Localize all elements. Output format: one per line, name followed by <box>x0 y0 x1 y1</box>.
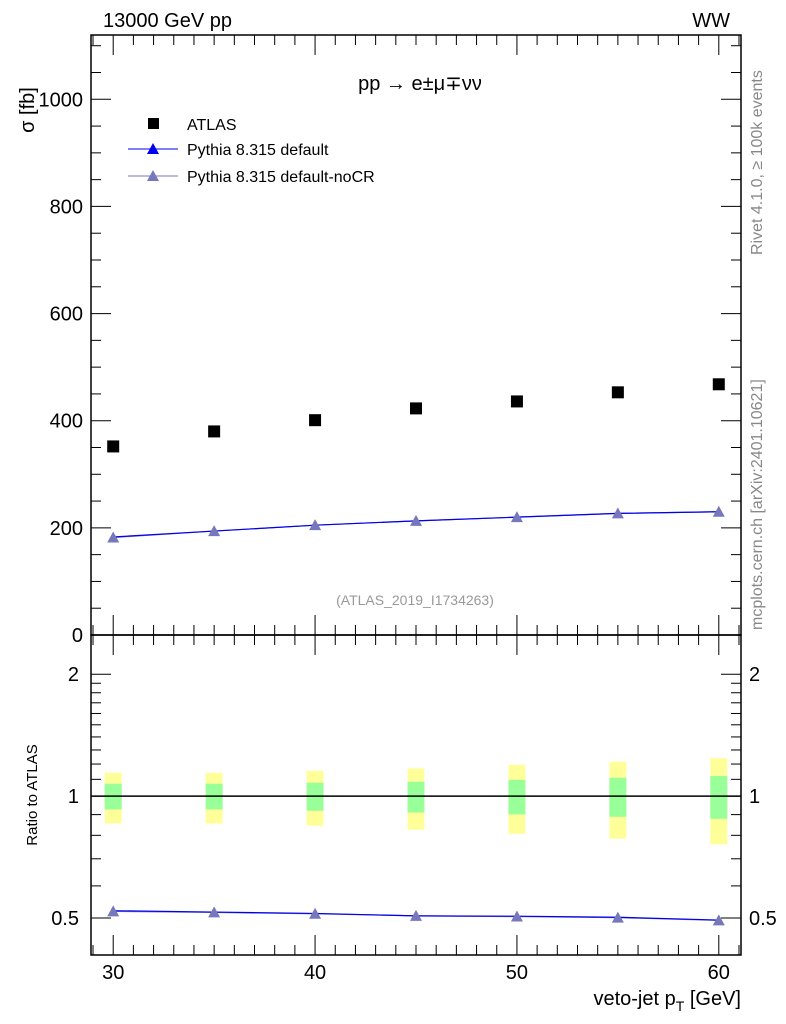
point-atlas <box>510 395 523 408</box>
band-green <box>710 775 728 819</box>
y-tick-label: 0 <box>72 625 83 647</box>
ratio-y-tick-label: 0.5 <box>51 908 79 930</box>
legend-atlas-label: ATLAS <box>187 117 237 134</box>
legend-nocr-marker <box>147 170 159 181</box>
ratio-y-tick-label-right: 2 <box>749 664 760 686</box>
main-plot: 0 200 400 600 800 1000 <box>39 34 742 647</box>
ratio-y-tick-label-right: 0.5 <box>749 908 777 930</box>
point-nocr <box>309 519 322 531</box>
legend-atlas-marker <box>148 118 159 129</box>
x-tick-label: 60 <box>708 962 730 984</box>
point-atlas <box>410 402 422 415</box>
y-tick-label: 1000 <box>39 89 84 111</box>
header-left: 13000 GeV pp <box>103 10 232 32</box>
point-nocr <box>712 505 725 517</box>
band-green <box>508 779 526 815</box>
ratio-y-tick-label: 2 <box>68 664 79 686</box>
legend-default-label: Pythia 8.315 default <box>187 142 329 159</box>
x-tick-label: 30 <box>102 962 124 984</box>
legend-nocr-label: Pythia 8.315 default-noCR <box>187 169 375 186</box>
y-tick-label: 200 <box>50 518 83 540</box>
rivet-label: Rivet 4.1.0, ≥ 100k events <box>749 70 766 255</box>
band-green <box>609 777 627 817</box>
point-atlas <box>208 425 221 438</box>
point-atlas <box>712 378 725 391</box>
x-tick-label: 40 <box>304 962 326 984</box>
point-nocr <box>510 511 523 523</box>
point-nocr <box>611 507 624 519</box>
ratio-y-tick-label: 1 <box>68 786 79 808</box>
mcplots-label: mcplots.cern.ch [arXiv:2401.10621] <box>749 379 766 630</box>
ratio-point-nocr <box>309 907 322 919</box>
legend: ATLAS Pythia 8.315 default Pythia 8.315 de… <box>128 117 375 186</box>
ratio-plot: 0.5 0.5 1 1 2 2 30 40 50 60 <box>51 634 777 984</box>
ratio-point-nocr <box>410 909 422 921</box>
point-nocr <box>208 525 221 537</box>
ratio-point-nocr <box>208 906 221 918</box>
band-green <box>407 781 425 813</box>
y-tick-label: 400 <box>50 411 83 433</box>
analysis-label: (ATLAS_2019_I1734263) <box>336 592 494 608</box>
point-atlas <box>309 414 322 427</box>
ratio-point-nocr <box>510 910 523 922</box>
ratio-point-nocr <box>611 911 624 923</box>
y-tick-label: 600 <box>50 304 83 326</box>
point-atlas <box>107 440 120 453</box>
point-nocr <box>107 531 120 543</box>
x-axis-label: veto-jet pT [GeV] <box>593 988 741 1014</box>
y-axis-label: σ [fb] <box>17 87 39 133</box>
chart-title: pp → e±μ∓νν <box>358 73 482 95</box>
ratio-y-axis-label: Ratio to ATLAS <box>24 744 41 845</box>
y-tick-label: 800 <box>50 196 83 218</box>
x-tick-label: 50 <box>506 962 528 984</box>
ratio-point-nocr <box>107 905 120 917</box>
header-right: WW <box>692 10 730 32</box>
point-nocr <box>410 514 422 526</box>
ratio-y-tick-label-right: 1 <box>749 786 760 808</box>
point-atlas <box>611 386 624 399</box>
ratio-point-nocr <box>712 914 725 926</box>
legend-default-marker <box>147 143 159 154</box>
